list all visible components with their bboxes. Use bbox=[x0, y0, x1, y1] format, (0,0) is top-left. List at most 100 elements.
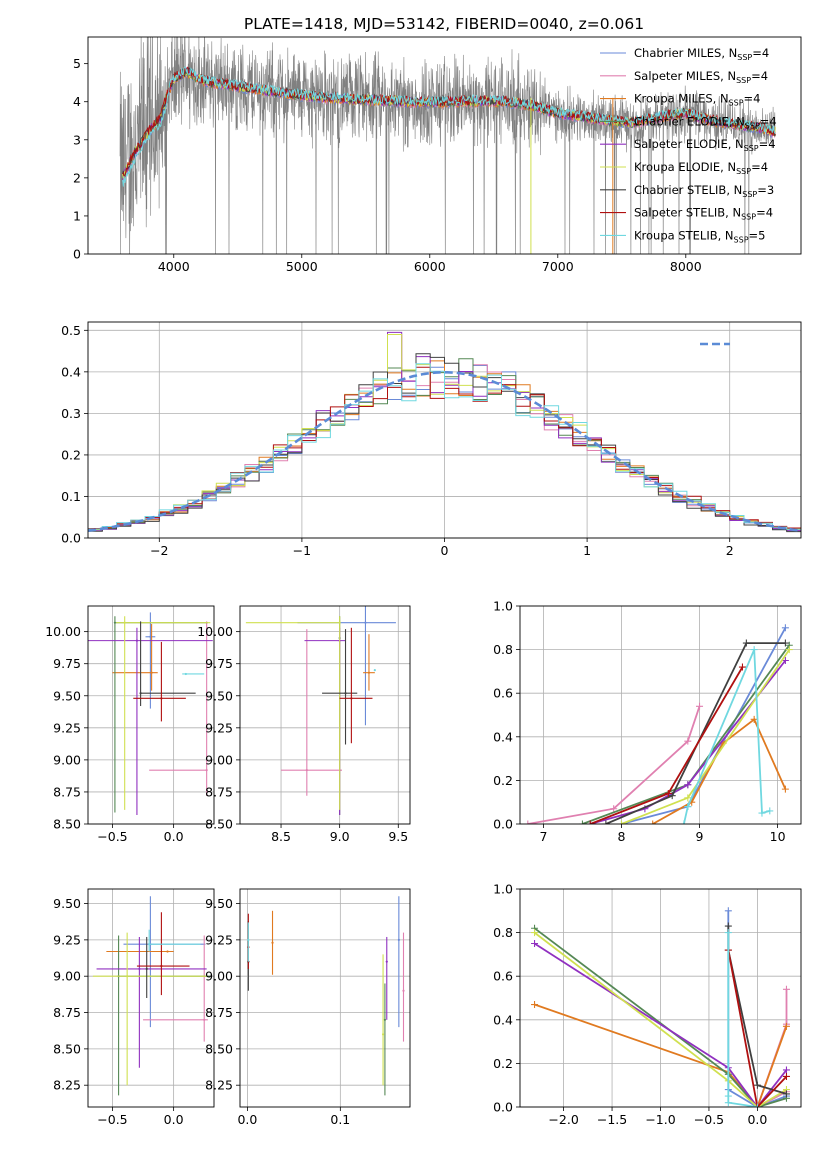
y-tick-label: 0.0 bbox=[493, 817, 513, 832]
plus-marker bbox=[742, 639, 750, 647]
point-marker bbox=[402, 989, 405, 992]
point-marker bbox=[364, 621, 367, 624]
y-tick-label: 9.50 bbox=[53, 896, 81, 911]
plus-marker bbox=[724, 1092, 732, 1100]
legend-label-chabrier-miles: Chabrier MILES, NSSP=4 bbox=[634, 46, 769, 62]
series-line bbox=[605, 642, 786, 824]
series-kroupa-elodie bbox=[617, 646, 793, 824]
data-point-chabrier-stelib bbox=[145, 936, 148, 998]
x-tick-label: 0.1 bbox=[330, 1112, 350, 1127]
legend-label-sub: SSP bbox=[745, 121, 760, 130]
plus-marker bbox=[781, 785, 789, 793]
axes-frame bbox=[519, 605, 802, 825]
legend-label-prefix: Salpeter STELIB, N bbox=[634, 206, 741, 220]
z-mass-plot-area bbox=[92, 896, 211, 1096]
legend-label-sub: SSP bbox=[742, 190, 757, 199]
point-marker bbox=[203, 1018, 206, 1021]
data-point-salpeter-elodie bbox=[385, 936, 388, 1020]
normal-reference-curve bbox=[88, 371, 799, 532]
model-line-salpeter-stelib bbox=[122, 66, 776, 179]
axes-frame bbox=[87, 36, 802, 255]
legend-label-sub: SSP bbox=[734, 235, 749, 244]
y-tick-label: 8.75 bbox=[53, 784, 81, 799]
legend-label-kroupa-stelib: Kroupa STELIB, NSSP=5 bbox=[634, 228, 765, 244]
series-chabrier-stelib bbox=[602, 639, 789, 824]
y-tick-label: 9.25 bbox=[53, 932, 81, 947]
series-line bbox=[727, 949, 788, 1107]
y-tick-label: 8.50 bbox=[205, 817, 233, 832]
series-kroupa-stelib bbox=[680, 646, 774, 824]
mass-age-plot-area bbox=[245, 606, 396, 816]
y-tick-label: 0.6 bbox=[493, 686, 513, 701]
x-tick-label: −1 bbox=[293, 543, 311, 558]
y-tick-label: 0.2 bbox=[493, 1056, 513, 1071]
residuals-plot-area bbox=[88, 331, 801, 533]
plus-marker bbox=[782, 1022, 790, 1030]
chart-z-mass: −0.5 0.0 8.25 8.50 8.75 9.00 9.25 9.50 bbox=[53, 888, 215, 1127]
x-tick-label: −0.5 bbox=[97, 829, 127, 844]
plus-marker bbox=[785, 646, 793, 654]
legend-label-suffix: =4 bbox=[751, 69, 768, 83]
series-line bbox=[533, 927, 787, 1107]
plus-marker bbox=[758, 809, 766, 817]
point-marker bbox=[271, 941, 274, 944]
axes-frame bbox=[239, 605, 411, 825]
y-tick-label: 8.75 bbox=[205, 1005, 233, 1020]
data-point-salpeter-miles bbox=[281, 629, 342, 796]
x-tick-label: −0.5 bbox=[694, 1112, 724, 1127]
series-salpeter-miles bbox=[524, 702, 704, 824]
y-tick-label: 0.2 bbox=[493, 773, 513, 788]
y-tick-label: 0.3 bbox=[61, 406, 81, 421]
legend-label-salpeter-elodie: Salpeter ELODIE, NSSP=4 bbox=[634, 137, 776, 153]
legend-label-suffix: =4 bbox=[756, 206, 773, 220]
x-tick-label: 8000 bbox=[670, 259, 702, 274]
legend-label-prefix: Salpeter MILES, N bbox=[634, 69, 736, 83]
y-tick-label: 9.50 bbox=[205, 896, 233, 911]
point-marker bbox=[344, 692, 347, 695]
plus-marker bbox=[684, 737, 692, 745]
legend-label-prefix: Chabrier MILES, N bbox=[634, 46, 737, 60]
x-tick-label: 9 bbox=[696, 829, 704, 844]
point-marker bbox=[385, 960, 388, 963]
point-marker bbox=[139, 692, 142, 695]
legend-label-suffix: =4 bbox=[744, 92, 761, 106]
y-tick-label: 0.0 bbox=[61, 531, 81, 546]
plus-marker bbox=[531, 929, 539, 937]
plus-marker bbox=[750, 646, 758, 654]
plus-marker bbox=[781, 639, 789, 647]
y-tick-label: 9.00 bbox=[53, 752, 81, 767]
point-marker bbox=[166, 950, 169, 953]
y-tick-label: 0.8 bbox=[493, 925, 513, 940]
histogram-kroupa-stelib bbox=[88, 363, 801, 530]
z-age-plot-area bbox=[88, 612, 213, 816]
series-chabrier-miles bbox=[617, 624, 789, 824]
x-tick-label: 9.5 bbox=[388, 829, 408, 844]
series-line bbox=[590, 659, 787, 824]
legend-label-suffix: =5 bbox=[749, 228, 766, 242]
plus-marker bbox=[781, 624, 789, 632]
x-tick-label: −1.5 bbox=[597, 1112, 627, 1127]
data-point-chabrier-miles bbox=[397, 896, 400, 1028]
point-marker bbox=[381, 1033, 385, 1036]
point-marker bbox=[113, 621, 117, 624]
y-tick-label: 1 bbox=[73, 208, 81, 223]
plus-marker bbox=[586, 820, 594, 824]
x-tick-label: 0.0 bbox=[164, 1112, 184, 1127]
x-tick-label: 0 bbox=[441, 543, 449, 558]
data-point-kroupa-elodie bbox=[381, 954, 385, 1086]
x-tick-label: −1.0 bbox=[645, 1112, 675, 1127]
x-tick-label: −0.5 bbox=[97, 1112, 127, 1127]
plus-marker bbox=[750, 715, 758, 723]
plus-marker bbox=[684, 781, 692, 789]
x-tick-label: −2.0 bbox=[548, 1112, 578, 1127]
axes-frame bbox=[87, 888, 215, 1108]
y-tick-label: 8.25 bbox=[53, 1078, 81, 1093]
z-weight-plot-area bbox=[531, 907, 790, 1107]
plus-marker bbox=[680, 820, 688, 824]
data-point-salpeter-miles bbox=[402, 932, 405, 1042]
point-marker bbox=[373, 669, 376, 672]
x-tick-label: 4000 bbox=[158, 259, 190, 274]
legend-label-prefix: Salpeter ELODIE, N bbox=[634, 137, 744, 151]
